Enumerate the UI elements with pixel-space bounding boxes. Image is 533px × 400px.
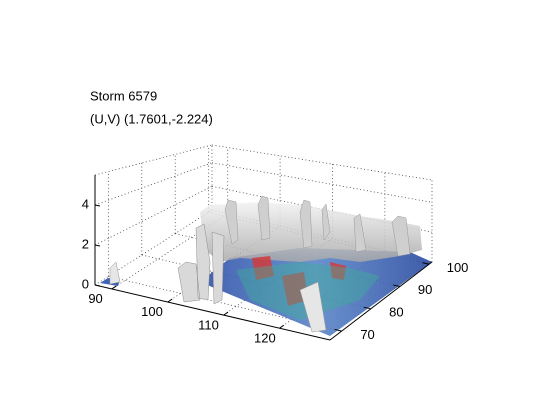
tick-mark [94,284,101,287]
tick-mark [363,306,371,310]
z-tick-label: 2 [82,236,89,251]
tick-mark [167,298,173,303]
box-edge [94,144,213,176]
chart-title: Storm 6579 [90,88,157,103]
axis-line [94,284,331,341]
tick-mark [279,324,285,329]
tick-mark [223,311,229,316]
x-tick-label: 90 [88,291,102,306]
grid-line [94,162,213,206]
x-tick-label: 100 [141,304,163,319]
tick-mark [111,285,117,290]
x-tick-label: 120 [254,330,276,345]
chart-subtitle: (U,V) (1.7601,-2.224) [90,111,213,126]
y-tick-label: 80 [389,305,403,320]
isosurface [100,195,432,336]
box-edge [211,144,433,181]
y-tick-label: 100 [447,260,469,275]
z-tick-label: 0 [82,276,89,291]
y-tick-label: 90 [418,282,432,297]
grid-line [211,162,433,203]
tick-mark [334,328,342,332]
tick-mark [94,244,101,247]
tick-mark [422,262,430,265]
grid-line [94,186,213,246]
tick-mark [94,204,101,207]
z-tick-label: 4 [82,196,89,211]
axis-line [329,261,433,341]
x-tick-label: 110 [198,317,219,332]
grid-line [94,209,213,286]
y-tick-label: 70 [360,327,374,342]
tick-mark [393,284,401,288]
